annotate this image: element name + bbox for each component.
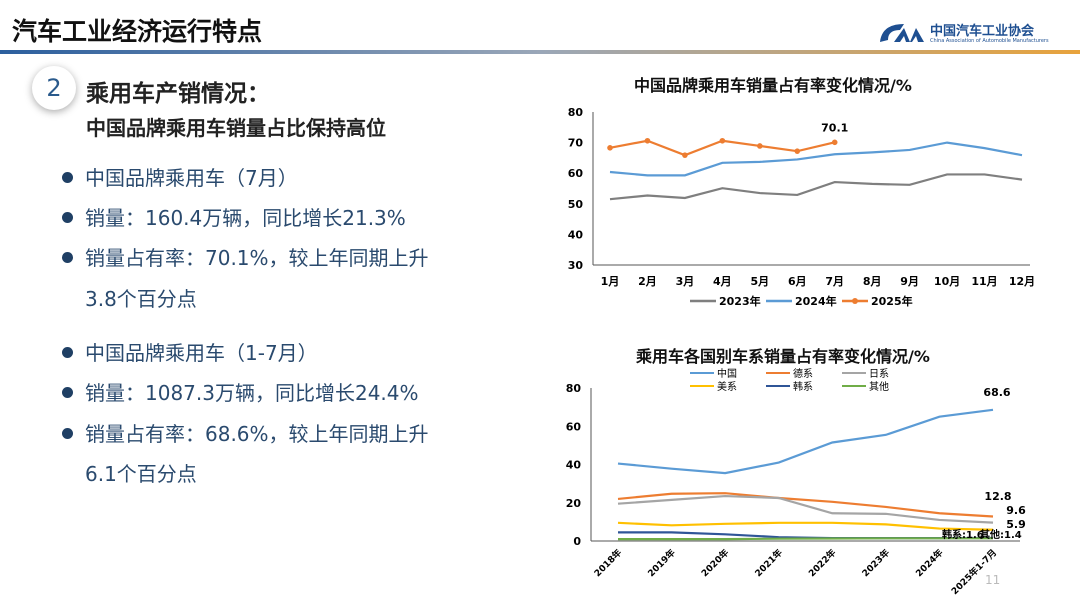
series-line-德系 — [617, 492, 994, 518]
x-tick-label: 3月 — [676, 275, 695, 288]
x-tick-label: 9月 — [900, 275, 919, 288]
x-tick-label: 11月 — [971, 275, 997, 288]
x-tick-label: 6月 — [788, 275, 807, 288]
y-tick-label: 40 — [566, 459, 582, 472]
series-line-中国 — [617, 408, 994, 475]
y-tick-label: 60 — [568, 167, 584, 180]
data-label: 5.9 — [1006, 518, 1026, 531]
series-line-2023年 — [609, 173, 1023, 201]
legend-label: 韩系 — [793, 380, 813, 393]
data-label: 70.1 — [821, 121, 848, 134]
chart1-title: 中国品牌乘用车销量占有率变化情况/% — [634, 76, 912, 95]
data-point — [757, 143, 763, 149]
data-label: 韩系:1.6 — [942, 528, 984, 541]
data-label: 9.6 — [1006, 504, 1026, 517]
section-title: 乘用车产销情况： — [86, 81, 270, 107]
caam-logo: 中国汽车工业协会 China Association of Automobile… — [876, 18, 1066, 48]
header: 汽车工业经济运行特点 — [0, 0, 1080, 54]
y-tick-label: 80 — [568, 106, 584, 119]
bullet-item: 销量：1087.3万辆，同比增长24.4% — [62, 380, 419, 406]
series-line-美系 — [617, 521, 994, 531]
x-tick-label: 2018年 — [592, 547, 625, 580]
legend-label: 日系 — [869, 368, 889, 380]
legend-label: 德系 — [793, 367, 813, 380]
section-number: 2 — [32, 66, 76, 110]
x-tick-label: 12月 — [1009, 275, 1035, 288]
bullet-continuation: 3.8个百分点 — [85, 287, 197, 311]
x-tick-label: 2月 — [638, 275, 657, 288]
series-line-其他 — [618, 537, 993, 541]
x-tick-label: 2022年 — [806, 547, 839, 580]
bullet-item: 销量占有率：68.6%，较上年同期上升 — [62, 421, 429, 447]
y-tick-label: 70 — [568, 137, 584, 150]
legend-marker — [852, 298, 858, 304]
legend-label: 中国 — [717, 367, 737, 380]
x-tick-label: 5月 — [750, 275, 769, 288]
legend-label: 2024年 — [795, 294, 837, 308]
legend-label: 2023年 — [719, 294, 761, 308]
data-label: 其他:1.4 — [980, 528, 1022, 541]
bullet-item: 销量占有率：70.1%，较上年同期上升 — [62, 245, 429, 271]
series-line-2024年 — [609, 141, 1023, 177]
data-point — [682, 152, 688, 158]
data-point — [644, 137, 651, 144]
page-number: 11 — [985, 573, 1001, 587]
y-tick-label: 80 — [566, 382, 582, 395]
x-tick-label: 7月 — [825, 275, 844, 288]
page-title: 汽车工业经济运行特点 — [12, 17, 263, 46]
data-point — [794, 148, 801, 154]
bullet-item: 销量：160.4万辆，同比增长21.3% — [62, 205, 406, 231]
legend-label: 2025年 — [871, 294, 913, 308]
y-tick-label: 30 — [568, 259, 584, 272]
y-tick-label: 50 — [568, 198, 584, 211]
x-tick-label: 2021年 — [752, 547, 785, 580]
x-tick-label: 1月 — [601, 275, 620, 288]
legend-label: 其他 — [869, 380, 889, 393]
y-tick-label: 20 — [566, 497, 582, 510]
x-tick-label: 2020年 — [699, 547, 732, 580]
data-label: 12.8 — [984, 490, 1011, 503]
x-tick-label: 2024年 — [913, 547, 946, 580]
cm-logo-mark — [880, 24, 924, 42]
chart2-title: 乘用车各国别车系销量占有率变化情况/% — [636, 347, 930, 366]
x-tick-label: 2019年 — [645, 547, 678, 580]
x-tick-label: 4月 — [713, 275, 732, 288]
y-tick-label: 0 — [573, 535, 581, 548]
data-label: 68.6 — [983, 386, 1010, 399]
bullet-item: 中国品牌乘用车（7月） — [62, 165, 298, 191]
data-point — [607, 145, 613, 151]
header-divider — [0, 50, 1080, 54]
x-tick-label: 2023年 — [859, 547, 892, 580]
section-subtitle: 中国品牌乘用车销量占比保持高位 — [86, 116, 386, 140]
bullet-continuation: 6.1个百分点 — [85, 462, 197, 486]
series-line-日系 — [617, 494, 994, 524]
data-point — [831, 139, 838, 146]
legend-label: 美系 — [717, 380, 737, 393]
x-tick-label: 8月 — [863, 275, 882, 288]
x-tick-label: 10月 — [934, 275, 960, 288]
bullet-item: 中国品牌乘用车（1-7月） — [62, 340, 318, 366]
y-tick-label: 40 — [568, 228, 584, 241]
x-tick-label: 2025年1-7月 — [949, 547, 999, 597]
y-tick-label: 60 — [566, 420, 582, 433]
data-point — [719, 137, 726, 144]
